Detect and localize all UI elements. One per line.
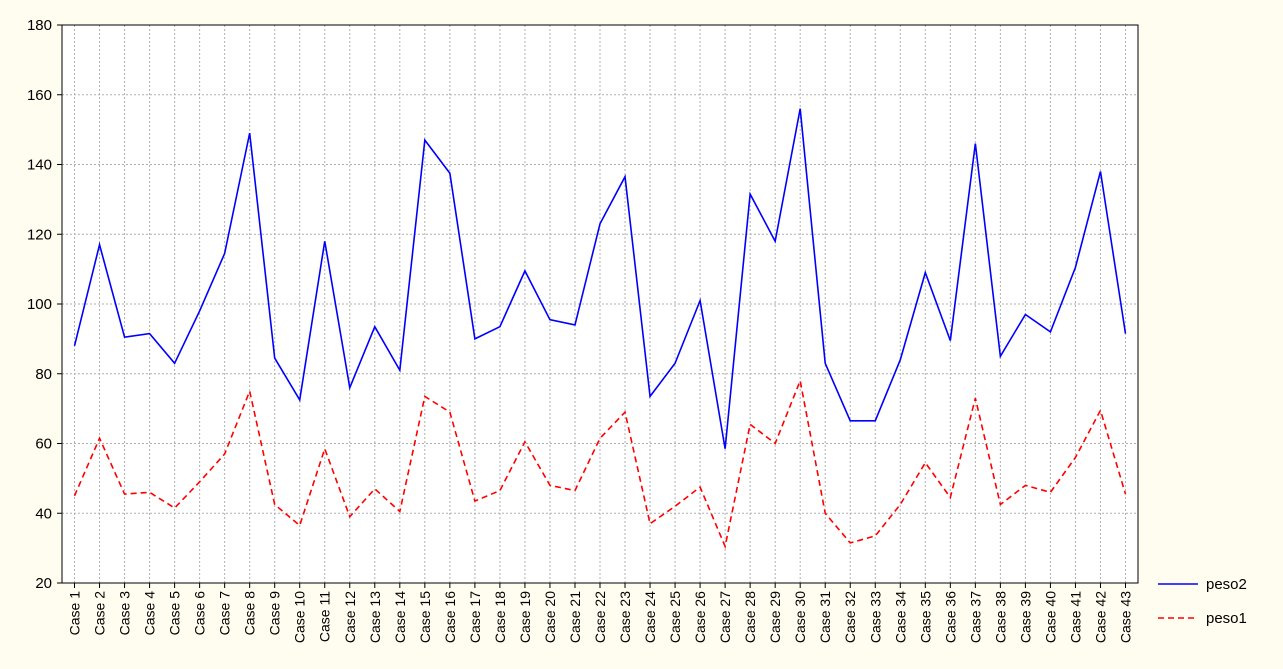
x-tick-label: Case 1 [67,591,83,636]
x-tick-label: Case 34 [892,591,908,643]
x-tick-label: Case 41 [1067,591,1083,643]
x-tick-label: Case 33 [867,591,883,643]
y-tick-label: 20 [35,575,52,592]
x-tick-label: Case 35 [917,591,933,643]
x-tick-label: Case 40 [1042,591,1058,643]
x-tick-label: Case 14 [392,591,408,643]
x-tick-label: Case 38 [992,591,1008,643]
x-tick-label: Case 43 [1117,591,1133,643]
y-tick-label: 100 [27,296,52,313]
x-tick-label: Case 15 [417,591,433,643]
x-tick-label: Case 12 [342,591,358,643]
x-tick-label: Case 25 [667,591,683,643]
x-tick-label: Case 20 [542,591,558,643]
y-tick-label: 140 [27,157,52,174]
x-tick-label: Case 19 [517,591,533,643]
x-tick-label: Case 3 [117,591,133,636]
x-tick-label: Case 18 [492,591,508,643]
x-tick-label: Case 17 [467,591,483,643]
y-tick-label: 160 [27,87,52,104]
x-tick-label: Case 31 [817,591,833,643]
series-line [73,377,1127,550]
x-tick-label: Case 11 [317,591,333,642]
legend-label: peso2 [1206,576,1247,593]
x-tick-label: Case 4 [142,591,158,636]
x-tick-label: Case 13 [367,591,383,643]
y-tick-label: 40 [35,505,52,522]
x-tick-label: Case 21 [567,591,583,643]
x-tick-label: Case 22 [592,591,608,643]
y-tick-label: 80 [35,366,52,383]
x-tick-label: Case 16 [442,591,458,643]
x-tick-label: Case 30 [792,591,808,643]
x-tick-label: Case 42 [1092,591,1108,643]
x-tick-label: Case 37 [967,591,983,643]
plot-frame [61,24,1139,584]
x-tick-label: Case 8 [242,591,258,636]
x-tick-label: Case 6 [192,591,208,636]
x-tick-label: Case 32 [842,591,858,643]
legend-label: peso1 [1206,610,1247,627]
y-tick-label: 60 [35,436,52,453]
x-tick-label: Case 2 [92,591,108,636]
x-tick-label: Case 10 [292,591,308,643]
x-tick-label: Case 23 [617,591,633,643]
x-tick-label: Case 24 [642,591,658,643]
x-tick-label: Case 36 [942,591,958,643]
y-tick-label: 180 [27,17,52,34]
x-tick-label: Case 27 [717,591,733,643]
x-tick-label: Case 39 [1017,591,1033,643]
y-tick-label: 120 [27,226,52,243]
x-tick-label: Case 7 [217,591,233,636]
x-tick-label: Case 28 [742,591,758,643]
x-tick-label: Case 29 [767,591,783,643]
x-tick-label: Case 9 [267,591,283,636]
x-tick-label: Case 5 [167,591,183,636]
series-line [73,108,1127,449]
x-tick-label: Case 26 [692,591,708,643]
